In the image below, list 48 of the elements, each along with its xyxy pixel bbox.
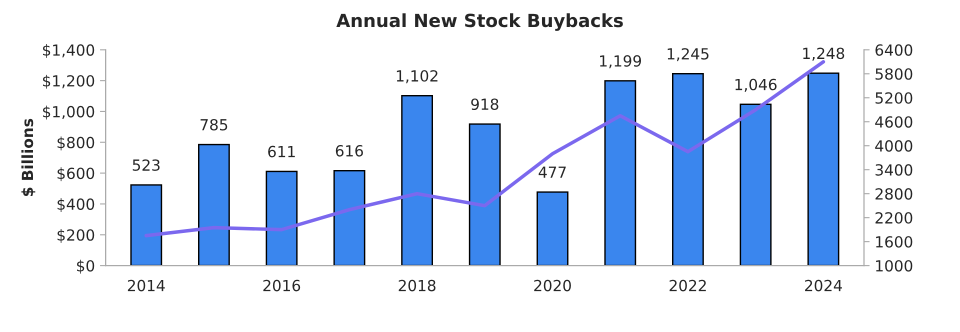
data-label: 785 bbox=[200, 118, 228, 131]
x-tick-label: 2020 bbox=[534, 280, 571, 292]
y-tick-label: $400 bbox=[58, 198, 94, 212]
data-label: 611 bbox=[268, 146, 295, 158]
y2-tick-label: 4000 bbox=[875, 140, 912, 152]
x-tick-label: 2014 bbox=[128, 280, 165, 292]
y-tick-label: $200 bbox=[58, 228, 94, 243]
x-tick-label: 2024 bbox=[805, 280, 842, 292]
y-tick-label: $1,400 bbox=[42, 44, 94, 58]
bar bbox=[468, 123, 501, 266]
data-label: 477 bbox=[538, 166, 566, 178]
y-axis-title: $ Billions bbox=[21, 118, 36, 196]
data-label: 523 bbox=[132, 159, 160, 171]
data-label: 1,248 bbox=[803, 48, 844, 61]
y2-tick-label: 5800 bbox=[876, 68, 912, 80]
bar bbox=[807, 72, 840, 266]
x-tick-label: 2016 bbox=[263, 280, 300, 292]
y-tick-label: $0 bbox=[77, 260, 94, 274]
bar bbox=[401, 95, 434, 266]
y2-tick-label: 1600 bbox=[876, 236, 912, 248]
y-tick-label: $1,200 bbox=[42, 74, 94, 89]
y-tick-label: $1,000 bbox=[42, 106, 94, 120]
y2-tick-label: 2200 bbox=[876, 212, 912, 224]
y2-tick-label: 6400 bbox=[875, 44, 912, 56]
y-tick-label: $600 bbox=[58, 167, 94, 182]
data-label: 1,245 bbox=[668, 48, 708, 62]
bar bbox=[333, 170, 366, 266]
chart-title: Annual New Stock Buybacks bbox=[336, 13, 623, 31]
y2-tick-label: 5200 bbox=[876, 92, 912, 104]
data-label: 1,102 bbox=[396, 70, 438, 84]
y2-tick-label: 4600 bbox=[875, 116, 912, 128]
bar bbox=[536, 191, 568, 266]
y-tick-label: $800 bbox=[58, 136, 94, 150]
bar bbox=[198, 144, 230, 266]
bar bbox=[740, 104, 772, 266]
data-label: 1,046 bbox=[735, 78, 777, 92]
data-label: 918 bbox=[471, 98, 498, 110]
data-label: 1,199 bbox=[600, 55, 642, 68]
x-tick-label: 2022 bbox=[670, 280, 706, 292]
y2-tick-label: 3400 bbox=[876, 164, 912, 176]
bar bbox=[672, 72, 704, 266]
bar bbox=[266, 170, 298, 266]
bar bbox=[604, 80, 636, 266]
y2-tick-label: 2800 bbox=[876, 188, 912, 200]
data-label: 616 bbox=[336, 145, 363, 157]
y2-tick-label: 1000 bbox=[876, 260, 912, 272]
bar bbox=[130, 184, 162, 266]
x-tick-label: 2018 bbox=[398, 280, 436, 292]
